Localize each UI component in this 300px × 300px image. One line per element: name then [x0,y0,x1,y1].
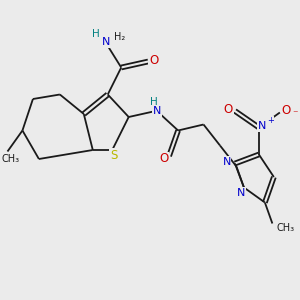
Text: N: N [102,37,110,47]
Text: H: H [92,29,100,40]
Text: N: N [222,157,231,167]
Text: CH₃: CH₃ [277,223,295,233]
Text: N: N [237,188,245,198]
Text: H₂: H₂ [114,32,125,43]
Text: H: H [150,97,158,107]
Text: O: O [149,53,158,67]
Text: S: S [110,149,117,162]
Text: N: N [258,121,266,131]
Text: O: O [224,103,233,116]
Text: +: + [267,116,274,125]
Text: O: O [282,104,291,118]
Text: O: O [159,152,168,166]
Text: N: N [153,106,161,116]
Text: ⁻: ⁻ [293,109,298,119]
Text: CH₃: CH₃ [2,154,20,164]
